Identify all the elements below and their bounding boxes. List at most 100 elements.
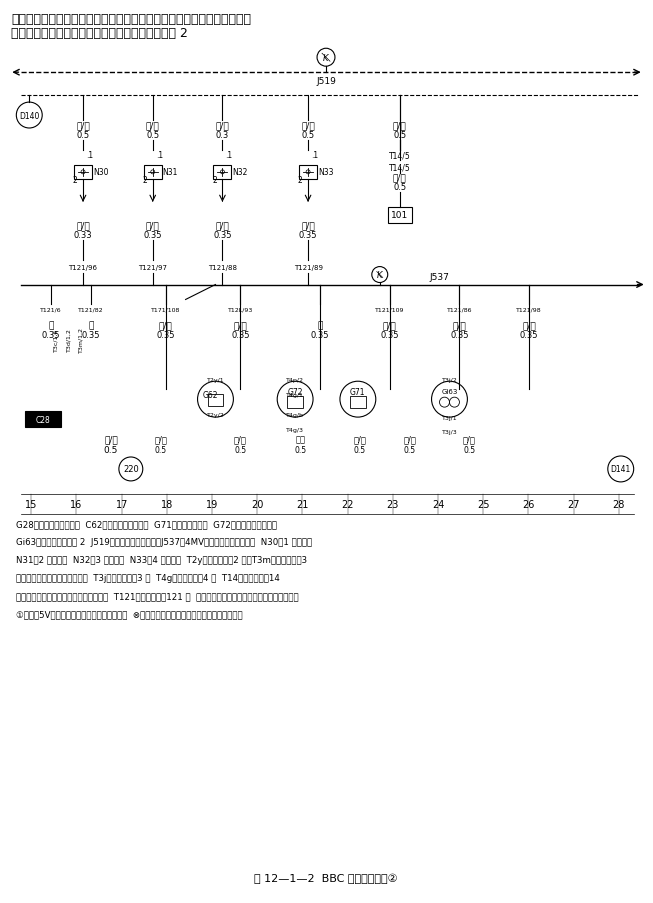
Text: 棕/蓝
0.5: 棕/蓝 0.5 bbox=[104, 435, 118, 454]
Text: T3m/1,2: T3m/1,2 bbox=[78, 327, 84, 353]
Text: N31－2 缸喷油器  N32－3 缸喷油器  N33－4 缸喷油嘴  T2y－插头连接，2 孔，T3m－插头连接，3: N31－2 缸喷油器 N32－3 缸喷油器 N33－4 缸喷油嘴 T2y－插头连… bbox=[16, 555, 308, 564]
Text: 0.35: 0.35 bbox=[213, 231, 232, 240]
Text: 黄: 黄 bbox=[48, 321, 54, 330]
Text: N33: N33 bbox=[318, 168, 334, 177]
Text: N30: N30 bbox=[93, 168, 108, 177]
Text: 棕/蓝: 棕/蓝 bbox=[463, 435, 476, 444]
Text: 紫/黄: 紫/黄 bbox=[215, 221, 229, 230]
Text: ①该接（5V），在发动机前中缆绑头的线束内  ⊗－接地连接（传感器接地），在发动机线束内: ①该接（5V），在发动机前中缆绑头的线束内 ⊗－接地连接（传感器接地），在发动机… bbox=[16, 610, 243, 619]
Text: Gi63: Gi63 bbox=[441, 389, 458, 395]
Text: N32: N32 bbox=[232, 168, 247, 177]
Text: 2: 2 bbox=[72, 176, 78, 185]
Text: 23: 23 bbox=[387, 499, 399, 509]
Bar bbox=[388, 208, 411, 223]
Text: 棕/蓝: 棕/蓝 bbox=[234, 435, 247, 444]
Text: 101: 101 bbox=[391, 211, 408, 220]
Text: T3j/2: T3j/2 bbox=[441, 377, 457, 382]
Text: T4g/1: T4g/1 bbox=[286, 392, 304, 397]
Text: K: K bbox=[323, 53, 328, 62]
Text: 蓝/白: 蓝/白 bbox=[146, 121, 159, 130]
Text: 26: 26 bbox=[522, 499, 535, 509]
Text: 蓝/白: 蓝/白 bbox=[393, 121, 407, 130]
Text: N31: N31 bbox=[163, 168, 178, 177]
Text: 孔，黑色，在发动机舱的左前，左悬架前  T121－插头连接，121 孔  ㊁接（喷油器），在发动机罩预敷设的线束内: 孔，黑色，在发动机舱的左前，左悬架前 T121－插头连接，121 孔 ㊁接（喷油… bbox=[16, 591, 299, 600]
Text: 19: 19 bbox=[206, 499, 218, 509]
Text: 220: 220 bbox=[123, 465, 138, 474]
Text: 0.35: 0.35 bbox=[299, 231, 317, 240]
Text: G71: G71 bbox=[350, 387, 366, 396]
Text: 0.5: 0.5 bbox=[294, 445, 306, 454]
Text: 0.35: 0.35 bbox=[311, 330, 329, 340]
Text: T14/5: T14/5 bbox=[389, 151, 411, 160]
Text: 紫/棕: 紫/棕 bbox=[76, 221, 90, 230]
Text: T4g/b: T4g/b bbox=[286, 412, 304, 417]
Text: T12L/93: T12L/93 bbox=[228, 308, 253, 312]
Text: 0.5: 0.5 bbox=[146, 131, 159, 140]
Text: 2: 2 bbox=[142, 176, 147, 185]
Text: 0.35: 0.35 bbox=[82, 330, 101, 340]
Text: 15: 15 bbox=[25, 499, 37, 509]
Text: 2: 2 bbox=[298, 176, 302, 185]
Text: J537: J537 bbox=[430, 273, 449, 282]
Text: 28: 28 bbox=[613, 499, 625, 509]
Text: 18: 18 bbox=[161, 499, 173, 509]
Text: 棕/白: 棕/白 bbox=[383, 321, 396, 330]
Bar bbox=[350, 396, 366, 409]
Bar bbox=[144, 165, 162, 180]
Text: T2y/1: T2y/1 bbox=[206, 377, 224, 382]
Text: 白: 白 bbox=[88, 321, 93, 330]
Text: 蓝/白: 蓝/白 bbox=[301, 121, 315, 130]
Text: K: K bbox=[377, 271, 383, 280]
Text: 0.35: 0.35 bbox=[520, 330, 538, 340]
Text: T3j/1: T3j/1 bbox=[441, 415, 457, 420]
Text: 25: 25 bbox=[477, 499, 490, 509]
Text: .1: .1 bbox=[155, 151, 163, 160]
Text: T121/89: T121/89 bbox=[294, 265, 323, 270]
Text: 16: 16 bbox=[71, 499, 82, 509]
Text: 棕/蓝: 棕/蓝 bbox=[154, 435, 167, 444]
Text: T14/5: T14/5 bbox=[389, 163, 411, 172]
Bar bbox=[25, 412, 61, 428]
Text: 0.5: 0.5 bbox=[354, 445, 366, 454]
Text: 棕蓝: 棕蓝 bbox=[295, 435, 305, 444]
Text: T121/97: T121/97 bbox=[138, 265, 167, 270]
Text: T4p/2: T4p/2 bbox=[286, 377, 304, 382]
Text: 孔，黑色，在曲轴箱通风口上方  T3j－插头连接，3 孔  T4g－插头连接，4 孔  T14－插头连接，14: 孔，黑色，在曲轴箱通风口上方 T3j－插头连接，3 孔 T4g－插头连接，4 孔… bbox=[16, 573, 280, 582]
Text: 27: 27 bbox=[567, 499, 580, 509]
Bar bbox=[214, 165, 231, 180]
Text: J519: J519 bbox=[316, 77, 336, 86]
Text: 0.5: 0.5 bbox=[302, 131, 315, 140]
Text: T4g/3: T4g/3 bbox=[286, 427, 304, 433]
Text: T121/88: T121/88 bbox=[208, 265, 237, 270]
Text: 0.35: 0.35 bbox=[144, 231, 162, 240]
Text: 紫/绿: 紫/绿 bbox=[146, 221, 159, 230]
Text: 17: 17 bbox=[116, 499, 128, 509]
Text: 22: 22 bbox=[342, 499, 354, 509]
Text: 0.33: 0.33 bbox=[74, 231, 92, 240]
Text: 0.35: 0.35 bbox=[157, 330, 175, 340]
Text: T121/96: T121/96 bbox=[69, 265, 97, 270]
Text: C28: C28 bbox=[36, 415, 50, 424]
Text: .1: .1 bbox=[311, 151, 318, 160]
Text: 棕/蓝: 棕/蓝 bbox=[159, 321, 172, 330]
Text: 蓝/白: 蓝/白 bbox=[393, 173, 407, 182]
Text: 0.35: 0.35 bbox=[450, 330, 469, 340]
Bar bbox=[208, 395, 223, 406]
Text: 0.35: 0.35 bbox=[231, 330, 249, 340]
Text: 24: 24 bbox=[432, 499, 444, 509]
Text: 蓝/白: 蓝/白 bbox=[215, 121, 229, 130]
Text: T121/109: T121/109 bbox=[375, 308, 404, 312]
Text: .1: .1 bbox=[86, 151, 93, 160]
Text: 21: 21 bbox=[296, 499, 309, 509]
Text: Gi63－霍尔脉冲发生器 2  J519－车载网络电控单元。J537－4MV电控单元（喷油装置）  N30－1 缸喷油嘴: Gi63－霍尔脉冲发生器 2 J519－车载网络电控单元。J537－4MV电控单… bbox=[16, 537, 312, 546]
Text: 2: 2 bbox=[212, 176, 217, 185]
Text: T3d/1,2: T3d/1,2 bbox=[67, 328, 72, 352]
Text: 喷油器、发动机转速传感器、进气压力传感器、进气温度传感器、冷却液: 喷油器、发动机转速传感器、进气压力传感器、进气温度传感器、冷却液 bbox=[11, 13, 251, 26]
Text: 温度传感器、废气再循环电位计、霍尔脉冲发生器 2: 温度传感器、废气再循环电位计、霍尔脉冲发生器 2 bbox=[11, 27, 188, 40]
Text: 20: 20 bbox=[251, 499, 263, 509]
Text: 0.3: 0.3 bbox=[216, 131, 229, 140]
Text: 蓝/红: 蓝/红 bbox=[234, 321, 247, 330]
Text: 0.5: 0.5 bbox=[404, 445, 416, 454]
Text: 0.5: 0.5 bbox=[155, 445, 167, 454]
Text: T3c/1,6: T3c/1,6 bbox=[54, 329, 59, 351]
